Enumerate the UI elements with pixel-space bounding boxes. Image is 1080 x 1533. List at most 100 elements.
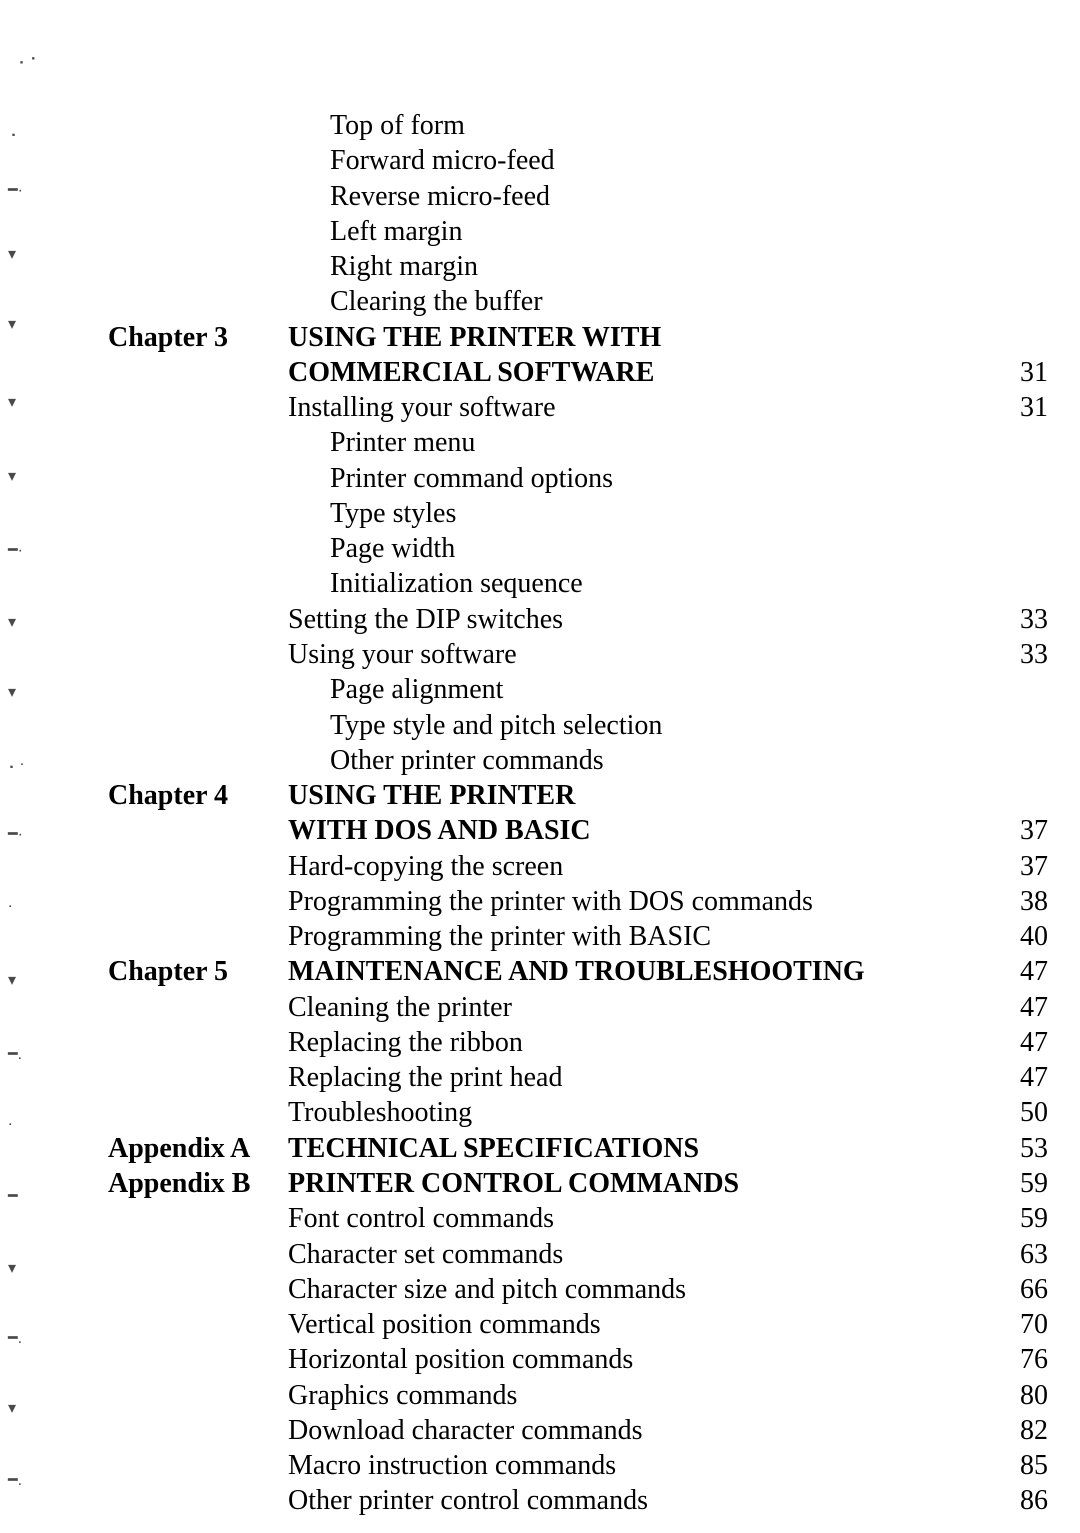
toc-row: Appendix ATECHNICAL SPECIFICATIONS53 bbox=[108, 1131, 1048, 1166]
toc-row: WITH DOS AND BASIC37 bbox=[108, 813, 1048, 848]
toc-row: Chapter 3USING THE PRINTER WITH bbox=[108, 320, 1048, 355]
toc-entry-title: Top of form bbox=[288, 108, 994, 143]
toc-row: Graphics commands80 bbox=[108, 1378, 1048, 1413]
scan-artifact: . bbox=[8, 1112, 12, 1130]
toc-entry-title: Vertical position commands bbox=[288, 1307, 994, 1342]
toc-entry-title: Using your software bbox=[288, 637, 994, 672]
toc-entry-title: MAINTENANCE AND TROUBLESHOOTING bbox=[288, 954, 994, 989]
toc-row: Horizontal position commands76 bbox=[108, 1342, 1048, 1377]
toc-entry-title: Troubleshooting bbox=[288, 1095, 994, 1130]
toc-entry-title: Character size and pitch commands bbox=[288, 1272, 994, 1307]
toc-page-number: 80 bbox=[994, 1378, 1048, 1413]
toc-entry-title: Graphics commands bbox=[288, 1378, 994, 1413]
scan-artifact: ▾ bbox=[8, 1398, 16, 1418]
toc-row: Other printer control commands86 bbox=[108, 1483, 1048, 1518]
toc-entry-title: Clearing the buffer bbox=[288, 284, 994, 319]
toc-entry-title: Initialization sequence bbox=[288, 566, 994, 601]
toc-entry-title: Other printer commands bbox=[288, 743, 994, 778]
toc-row: Character size and pitch commands66 bbox=[108, 1272, 1048, 1307]
toc-section-label: Chapter 3 bbox=[108, 320, 288, 355]
toc-page-number: 82 bbox=[994, 1413, 1048, 1448]
toc-entry-title: Left margin bbox=[288, 214, 994, 249]
toc-entry-title: Hard-copying the screen bbox=[288, 849, 994, 884]
toc-row: Left margin bbox=[108, 214, 1048, 249]
scan-artifact: ▾ bbox=[8, 392, 16, 412]
toc-entry-title: USING THE PRINTER bbox=[288, 778, 994, 813]
toc-entry-title: Reverse micro-feed bbox=[288, 179, 994, 214]
toc-entry-title: Type styles bbox=[288, 496, 994, 531]
toc-row: Clearing the buffer bbox=[108, 284, 1048, 319]
toc-page-number: 50 bbox=[994, 1095, 1048, 1130]
scan-artifact: ▾ bbox=[8, 1258, 16, 1278]
toc-section-label: Chapter 5 bbox=[108, 954, 288, 989]
scan-artifact: ━. bbox=[8, 1470, 22, 1490]
toc-row: Forward micro-feed bbox=[108, 143, 1048, 178]
toc-row: Character set commands63 bbox=[108, 1237, 1048, 1272]
toc-row: Page width bbox=[108, 531, 1048, 566]
toc-entry-title: Printer menu bbox=[288, 425, 994, 460]
toc-row: Initialization sequence bbox=[108, 566, 1048, 601]
scan-artifact: ━· bbox=[8, 540, 23, 560]
toc-entry-title: COMMERCIAL SOFTWARE bbox=[288, 355, 994, 390]
scan-artifact: ⠄⠂ bbox=[18, 50, 41, 70]
toc-entry-title: Horizontal position commands bbox=[288, 1342, 994, 1377]
toc-page-number: 33 bbox=[994, 602, 1048, 637]
toc-page-number: 59 bbox=[994, 1166, 1048, 1201]
toc-row: Top of form bbox=[108, 108, 1048, 143]
toc-row: Page alignment bbox=[108, 672, 1048, 707]
toc-row: Appendix BPRINTER CONTROL COMMANDS59 bbox=[108, 1166, 1048, 1201]
toc-row: Cleaning the printer47 bbox=[108, 990, 1048, 1025]
toc-row: Hard-copying the screen37 bbox=[108, 849, 1048, 884]
scan-artifact: ▾ bbox=[8, 612, 16, 632]
toc-entry-title: Cleaning the printer bbox=[288, 990, 994, 1025]
toc-entry-title: Installing your software bbox=[288, 390, 994, 425]
toc-page-number: 47 bbox=[994, 954, 1048, 989]
toc-page-number: 40 bbox=[994, 919, 1048, 954]
scan-artifact: ▾ bbox=[8, 244, 16, 264]
toc-entry-title: USING THE PRINTER WITH bbox=[288, 320, 994, 355]
toc-row: Installing your software31 bbox=[108, 390, 1048, 425]
toc-row: Chapter 4USING THE PRINTER bbox=[108, 778, 1048, 813]
toc-entry-title: TECHNICAL SPECIFICATIONS bbox=[288, 1131, 994, 1166]
toc-entry-title: Right margin bbox=[288, 249, 994, 284]
scan-artifact: ⡀ bbox=[10, 118, 22, 138]
toc-page-number: 31 bbox=[994, 355, 1048, 390]
toc-entry-title: WITH DOS AND BASIC bbox=[288, 813, 994, 848]
toc-page-number: 66 bbox=[994, 1272, 1048, 1307]
toc-entry-title: Programming the printer with DOS command… bbox=[288, 884, 994, 919]
scan-artifact: ▾ bbox=[8, 314, 16, 334]
toc-entry-title: Font control commands bbox=[288, 1201, 994, 1236]
toc-row: Reverse micro-feed bbox=[108, 179, 1048, 214]
toc-section-label: Chapter 4 bbox=[108, 778, 288, 813]
toc-row: Type styles bbox=[108, 496, 1048, 531]
toc-row: Replacing the print head47 bbox=[108, 1060, 1048, 1095]
scan-artifact: ━ bbox=[8, 1186, 18, 1206]
toc-section-label: Appendix A bbox=[108, 1131, 288, 1166]
toc-entry-title: Replacing the ribbon bbox=[288, 1025, 994, 1060]
toc-entry-title: Forward micro-feed bbox=[288, 143, 994, 178]
toc-row: Setting the DIP switches33 bbox=[108, 602, 1048, 637]
toc-entry-title: Printer command options bbox=[288, 461, 994, 496]
toc-entry-title: Download character commands bbox=[288, 1413, 994, 1448]
toc-page-number: 37 bbox=[994, 813, 1048, 848]
toc-row: Macro instruction commands85 bbox=[108, 1448, 1048, 1483]
scan-artifact: ⡀. bbox=[8, 750, 24, 770]
toc-entry-title: Replacing the print head bbox=[288, 1060, 994, 1095]
toc-section-label: Appendix B bbox=[108, 1166, 288, 1201]
toc-page-number: 47 bbox=[994, 1060, 1048, 1095]
toc-row: Printer menu bbox=[108, 425, 1048, 460]
toc-entry-title: Type style and pitch selection bbox=[288, 708, 994, 743]
toc-row: Using your software33 bbox=[108, 637, 1048, 672]
toc-page-number: 59 bbox=[994, 1201, 1048, 1236]
toc-row: Other printer commands bbox=[108, 743, 1048, 778]
scan-artifact: ▾ bbox=[8, 682, 16, 702]
toc-entry-title: PRINTER CONTROL COMMANDS bbox=[288, 1166, 994, 1201]
toc-page-number: 38 bbox=[994, 884, 1048, 919]
toc-entry-title: Setting the DIP switches bbox=[288, 602, 994, 637]
toc-row: COMMERCIAL SOFTWARE31 bbox=[108, 355, 1048, 390]
toc-entry-title: Character set commands bbox=[288, 1237, 994, 1272]
toc-row: Programming the printer with DOS command… bbox=[108, 884, 1048, 919]
toc-page-number: 76 bbox=[994, 1342, 1048, 1377]
toc-entry-title: Page alignment bbox=[288, 672, 994, 707]
toc-row: Printer command options bbox=[108, 461, 1048, 496]
